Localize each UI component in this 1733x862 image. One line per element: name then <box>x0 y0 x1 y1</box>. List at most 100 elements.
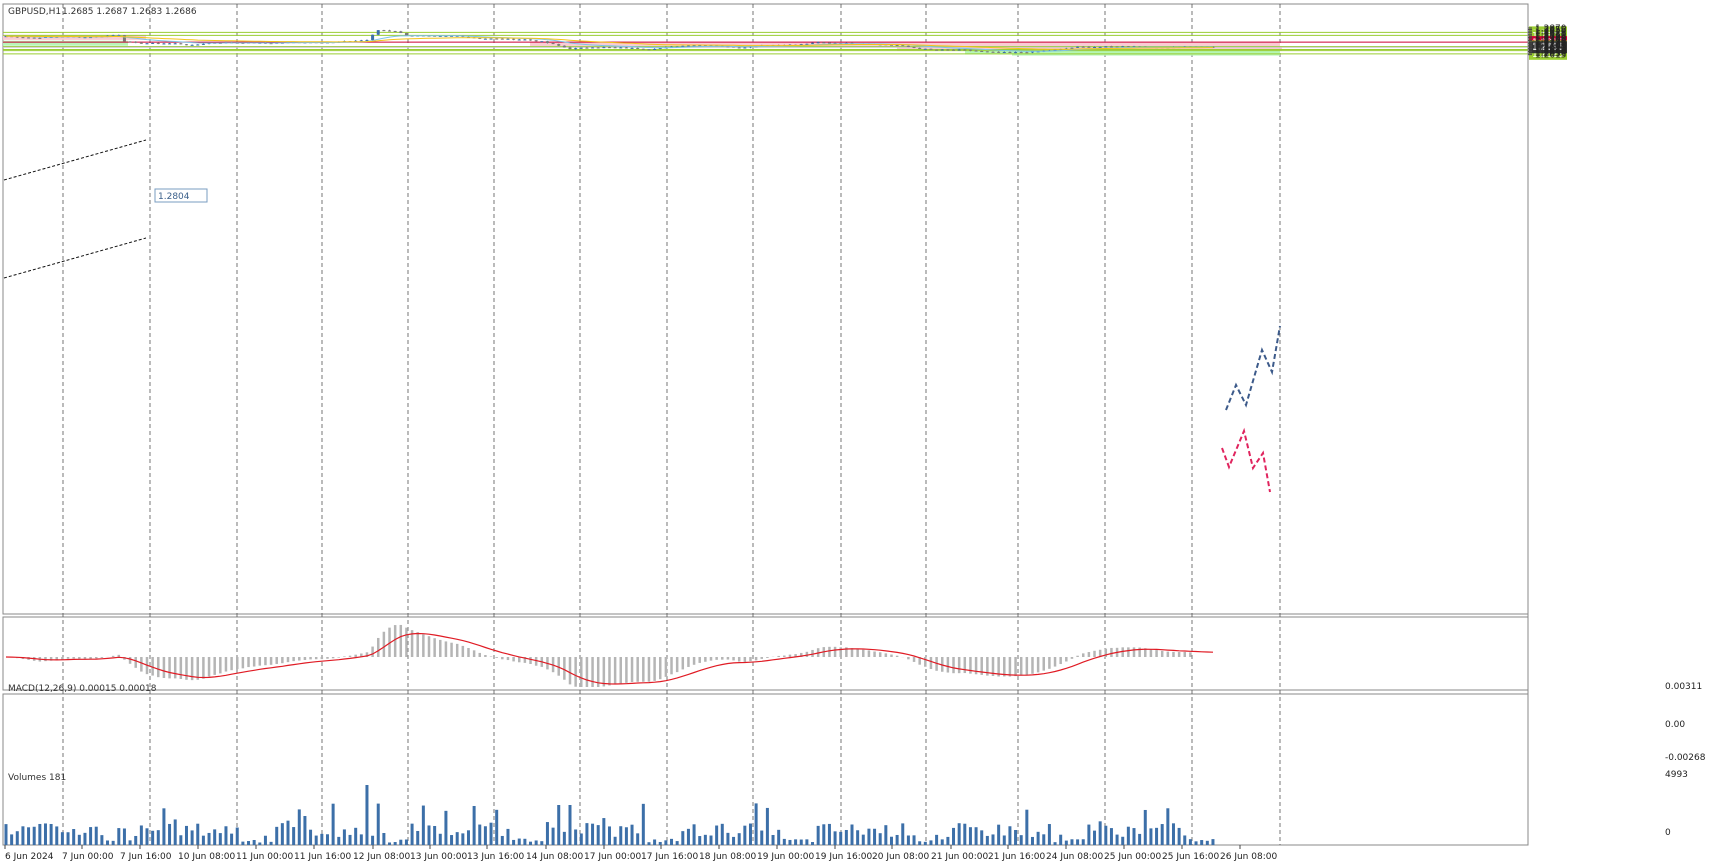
symbol-label: GBPUSD,H1 <box>8 7 61 17</box>
volume-bar <box>1109 828 1113 845</box>
volume-bar <box>884 825 888 845</box>
volume-bar <box>754 803 758 845</box>
volume-bar <box>207 832 211 845</box>
volume-bar <box>433 825 437 845</box>
volume-bar <box>32 826 36 845</box>
moving-averages <box>6 35 1213 52</box>
volume-bar <box>602 818 606 845</box>
volume-bar <box>134 835 138 845</box>
volume-bar <box>1098 821 1102 845</box>
volume-bar <box>359 834 363 845</box>
volume-bar <box>636 833 640 845</box>
candle-body <box>895 45 899 47</box>
candle-body <box>636 47 640 49</box>
volume-bar <box>1205 840 1209 845</box>
volume-bar <box>365 785 369 845</box>
candle-body <box>692 45 696 47</box>
time-label: 26 Jun 08:00 <box>1220 852 1277 862</box>
candle-body <box>1098 46 1102 48</box>
candle-body <box>940 49 944 51</box>
candle-body <box>929 48 933 50</box>
volume-bar <box>427 825 431 845</box>
macd-panel <box>5 624 1214 687</box>
candle-body <box>444 35 448 37</box>
volume-tick-bottom: 0 <box>1665 828 1671 838</box>
volume-bar <box>325 834 329 845</box>
candle-body <box>952 49 956 51</box>
volume-tick-top: 4993 <box>1665 770 1688 780</box>
candle-body <box>168 43 172 45</box>
candle-body <box>1109 46 1113 48</box>
price-tick-label: 1.2780 <box>1535 33 1567 43</box>
candle-body <box>923 48 927 50</box>
volume-bar <box>878 833 882 845</box>
volume-bar <box>540 841 544 845</box>
current-price-tag <box>1529 41 1567 54</box>
candle-body <box>151 42 155 44</box>
candle-body <box>658 48 662 50</box>
volume-bar <box>613 836 617 845</box>
volume-bar <box>314 835 318 845</box>
time-label: 14 Jun 08:00 <box>526 852 583 862</box>
volume-bar <box>850 824 854 845</box>
volume-bar <box>844 829 848 845</box>
volume-bar <box>545 822 549 845</box>
current-price-label: 1.2686 <box>1532 43 1564 53</box>
candle-body <box>698 45 702 47</box>
volume-bar <box>128 840 132 845</box>
candle-body <box>21 37 25 39</box>
volume-bar <box>89 827 93 845</box>
volume-bar <box>568 805 572 845</box>
candle-body <box>393 30 397 32</box>
candle-body <box>557 44 561 46</box>
volume-bar <box>444 810 448 845</box>
volume-bar <box>867 828 871 845</box>
volume-bar <box>822 824 826 845</box>
candle-body <box>827 42 831 44</box>
price-tick-label: 1.2735 <box>1535 38 1567 48</box>
candle-body <box>1121 46 1125 48</box>
candle-body <box>613 47 617 49</box>
volume-bar <box>664 840 668 845</box>
volume-bar <box>760 830 764 845</box>
price-tick-label: 1.2870 <box>1535 24 1567 34</box>
volume-bar <box>354 827 358 845</box>
volume-bar <box>269 841 273 845</box>
volume-bar <box>1132 828 1136 845</box>
candle-body <box>562 45 566 48</box>
candle-body <box>190 44 194 46</box>
volume-bar <box>591 823 595 845</box>
candle-body <box>269 43 273 45</box>
volume-bar <box>1047 824 1051 845</box>
candle-body <box>833 42 837 44</box>
volume-bar <box>60 832 64 845</box>
volume-bar <box>585 823 589 845</box>
volume-bar <box>670 838 674 845</box>
time-label: 21 Jun 00:00 <box>931 852 988 862</box>
bearish-forecast-path <box>1221 427 1271 493</box>
time-label: 24 Jun 08:00 <box>1046 852 1103 862</box>
volume-bar <box>686 828 690 845</box>
volume-bar <box>213 829 217 845</box>
volume-bar <box>737 833 741 845</box>
volume-bar <box>190 830 194 845</box>
volume-bar <box>83 832 87 845</box>
volume-bar <box>331 803 335 845</box>
candle-body <box>1053 49 1057 51</box>
candle-body <box>602 47 606 49</box>
candle-body <box>743 47 747 49</box>
time-label: 6 Jun 2024 <box>5 852 54 862</box>
volume-bar <box>111 840 115 845</box>
volume-bar <box>985 835 989 845</box>
candle-body <box>156 42 160 44</box>
volume-bar <box>184 825 188 845</box>
price-tick-label: 1.2660 <box>1535 46 1567 56</box>
volume-bar <box>562 831 566 845</box>
candle-body <box>38 37 42 39</box>
channel-lines <box>3 139 147 279</box>
volume-bar <box>912 835 916 845</box>
volume-bar <box>117 828 121 845</box>
volume-bar <box>811 842 815 845</box>
candle-body <box>1087 46 1091 48</box>
